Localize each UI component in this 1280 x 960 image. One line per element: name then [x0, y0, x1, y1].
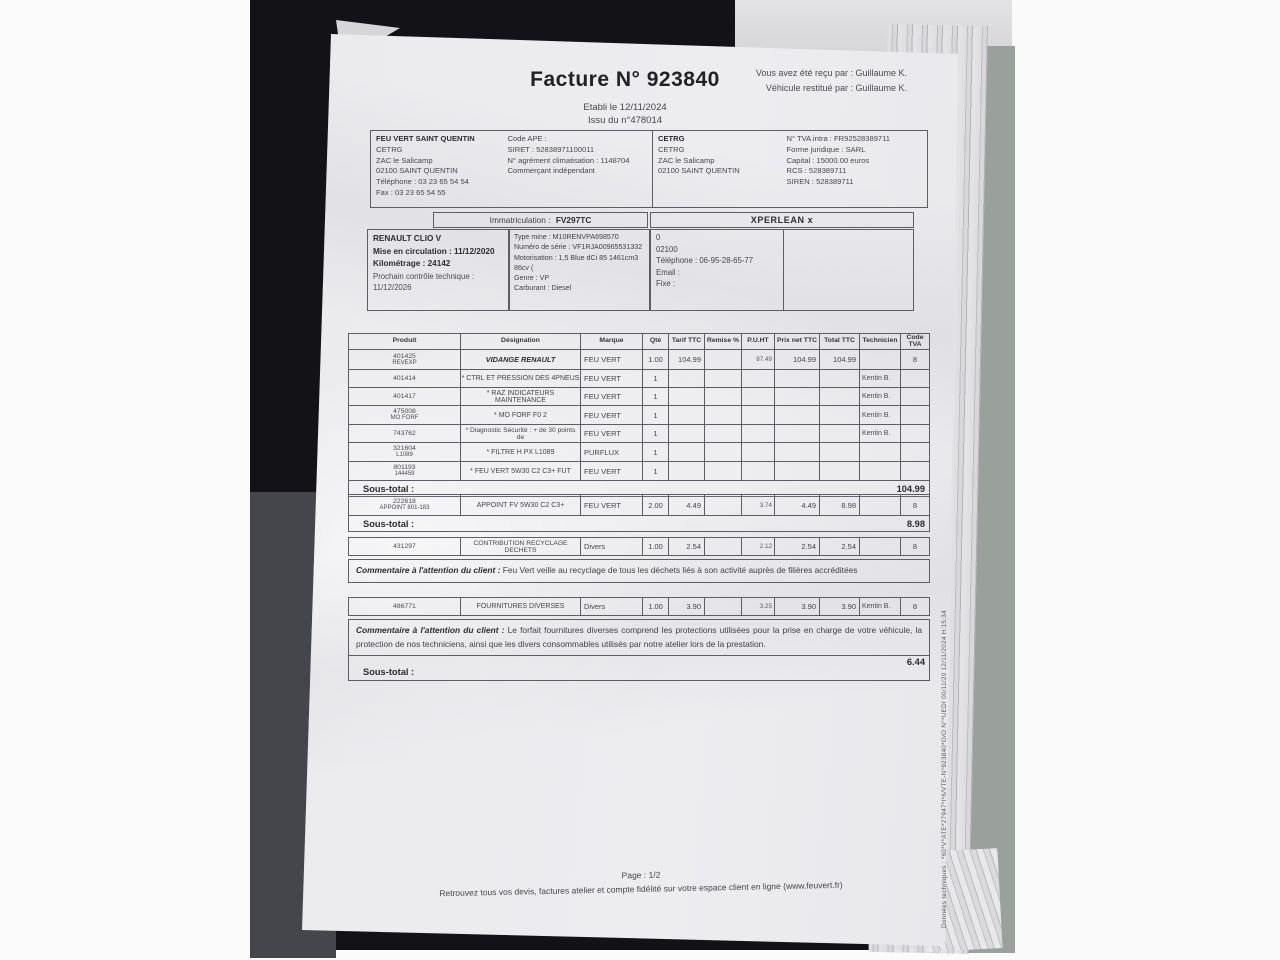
comment-box-2: Commentaire à l'attention du client : Le… — [348, 619, 930, 681]
table-row: 486771 FOURNITURES DIVERSES Divers 1.00 … — [349, 598, 929, 615]
vehicle-model: RENAULT CLIO V — [373, 234, 442, 243]
reception-info: Vous avez été reçu par : Guillaume K. Vé… — [727, 66, 907, 95]
customer-name: XPERLEAN x — [650, 212, 914, 228]
seller-name: FEU VERT SAINT QUENTIN — [376, 134, 475, 143]
company-registration: N° TVA intra : FR92528389711 Forme jurid… — [782, 131, 927, 207]
table-row: 401414 * CTRL ET PRESSION DES 4PNEUS FEU… — [349, 369, 929, 387]
issued-from: Issu du n°478014 — [587, 115, 663, 126]
invoice-title: Facture N° 923840 — [530, 68, 720, 91]
table-row: 431297 CONTRIBUTION RECYCLAGE DECHETS Di… — [349, 538, 929, 555]
technical-data-side-text: Données techniques : *60*V*ATE*27947*I*6… — [941, 610, 948, 928]
table-row: 321604 L1089 * FILTRE H PX L1089 PURFLUX … — [349, 442, 929, 461]
subtotal-row: Sous-total : 8.98 — [349, 515, 929, 531]
items-table-section-1: Produit Désignation Marque Qté Tarif TTC… — [348, 333, 930, 497]
vin-number: Numéro de série : VF1RJA00965531332 — [514, 243, 643, 252]
items-table-section-4: 486771 FOURNITURES DIVERSES Divers 1.00 … — [348, 597, 930, 616]
invoice-meta: Etabli le 12/11/2024 Issu du n°478014 — [495, 101, 755, 127]
vehicle-mileage: Kilométrage : 24142 — [373, 259, 451, 268]
subtotal-row: Sous-total : 104.99 — [349, 480, 929, 496]
subtotal-value: 8.98 — [906, 518, 925, 529]
customer-box: 0 02100 Téléphone : 06-95-28-65-77 Email… — [650, 229, 914, 311]
items-table-section-2: 222618 APPOINT 801-183 APPOINT FV 5W30 C2… — [348, 494, 930, 532]
plate-number: FV297TC — [555, 215, 592, 225]
seller-phone: Téléphone : 03 23 65 54 54 — [376, 177, 469, 187]
vehicle-summary: RENAULT CLIO V Mise en circulation : 11/… — [367, 229, 509, 311]
established-date: Etabli le 12/11/2024 — [583, 102, 667, 113]
customer-contact: 0 02100 Téléphone : 06-95-28-65-77 Email… — [651, 230, 784, 310]
customer-comment: Commentaire à l'attention du client : Le… — [356, 625, 923, 649]
table-row: 743762 * Diagnostic Sécurité : + de 30 p… — [349, 424, 929, 442]
seller-address: FEU VERT SAINT QUENTIN CETRG ZAC le Sali… — [371, 131, 503, 207]
table-row: 801193 144459 * FEU VERT 5W30 C2 C3+ FUT … — [349, 461, 929, 480]
comment-box-1: Commentaire à l'attention du client : Fe… — [348, 559, 930, 583]
customer-phone: Téléphone : 06-95-28-65-77 — [656, 256, 754, 265]
background-right — [1012, 0, 1280, 960]
subtotal-value: 104.99 — [896, 483, 925, 494]
customer-comment: Commentaire à l'attention du client : Fe… — [356, 565, 858, 575]
subtotal-row: 6.44 Sous-total : — [349, 655, 929, 680]
table-row: 475008 MO FORF * MO FORF F0 2 FEU VERT 1 … — [349, 405, 929, 424]
table-row: 222618 APPOINT 801-183 APPOINT FV 5W30 C2… — [349, 495, 929, 515]
company-address: CETRG CETRG ZAC le Salicamp 02100 SAINT … — [651, 131, 782, 207]
received-by: Vous avez été reçu par : Guillaume K. — [755, 68, 907, 78]
seller-info-box: FEU VERT SAINT QUENTIN CETRG ZAC le Sali… — [370, 130, 928, 208]
table-header-row: Produit Désignation Marque Qté Tarif TTC… — [349, 334, 929, 349]
items-table-section-3: 431297 CONTRIBUTION RECYCLAGE DECHETS Di… — [348, 537, 930, 556]
vehicle-technical: Type mine : M10RENVPA698570 Numéro de sé… — [509, 229, 650, 311]
tva-number: N° TVA intra : FR92528389711 — [786, 134, 891, 143]
seller-fax: Fax : 03 23 65 54 55 — [376, 187, 446, 197]
seller-legal: Code APE : SIRET : 52838971100011 N° agr… — [503, 131, 652, 207]
registration-header: Immatriculation : FV297TC — [433, 212, 648, 228]
seller-siret: SIRET : 52838971100011 — [507, 144, 595, 154]
subtotal-value: 6.44 — [906, 657, 925, 667]
invoice-content: Facture N° 923840 Vous avez été reçu par… — [345, 48, 937, 938]
vehicle-returned-by: Véhicule restitué par : Guillaume K. — [765, 82, 907, 93]
table-row: 401417 * RAZ INDICATEURS MAINTENANCE FEU… — [349, 387, 929, 405]
table-row: 401425 REVEXP VIDANGE RENAULT FEU VERT 1.… — [349, 349, 929, 369]
